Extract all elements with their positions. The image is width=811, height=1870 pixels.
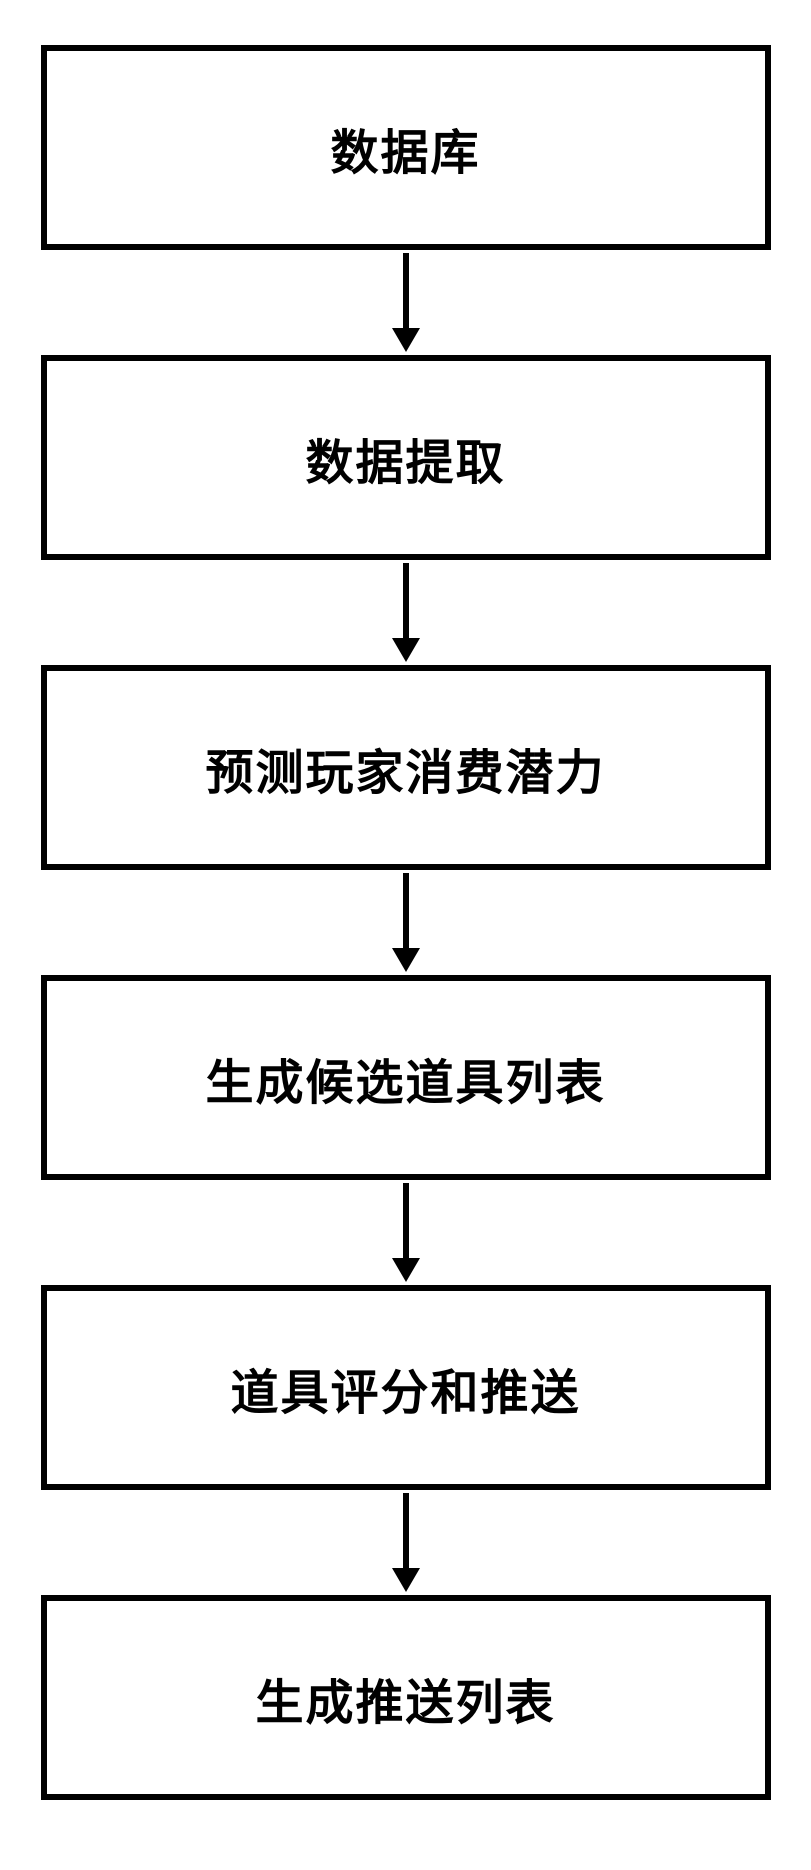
arrow-line bbox=[403, 1183, 409, 1258]
arrow-icon bbox=[392, 560, 420, 665]
arrow-icon bbox=[392, 1180, 420, 1285]
flowchart-container: 数据库 数据提取 预测玩家消费潜力 生成候选道具列表 道具评分和推送 生成推送列… bbox=[0, 0, 811, 1800]
flowchart-node: 生成候选道具列表 bbox=[41, 975, 771, 1180]
arrow-head bbox=[392, 948, 420, 972]
arrow-icon bbox=[392, 1490, 420, 1595]
node-label: 预测玩家消费潜力 bbox=[205, 733, 605, 803]
arrow-head bbox=[392, 1568, 420, 1592]
flowchart-node: 数据提取 bbox=[41, 355, 771, 560]
arrow-line bbox=[403, 563, 409, 638]
node-label: 生成候选道具列表 bbox=[205, 1043, 605, 1113]
flowchart-node: 道具评分和推送 bbox=[41, 1285, 771, 1490]
node-label: 数据库 bbox=[330, 113, 480, 183]
arrow-head bbox=[392, 1258, 420, 1282]
flowchart-node: 数据库 bbox=[41, 45, 771, 250]
arrow-line bbox=[403, 873, 409, 948]
arrow-line bbox=[403, 1493, 409, 1568]
arrow-icon bbox=[392, 870, 420, 975]
arrow-head bbox=[392, 328, 420, 352]
node-label: 道具评分和推送 bbox=[230, 1353, 580, 1423]
flowchart-node: 预测玩家消费潜力 bbox=[41, 665, 771, 870]
arrow-head bbox=[392, 638, 420, 662]
node-label: 数据提取 bbox=[305, 423, 505, 493]
arrow-icon bbox=[392, 250, 420, 355]
arrow-line bbox=[403, 253, 409, 328]
node-label: 生成推送列表 bbox=[255, 1663, 555, 1733]
flowchart-node: 生成推送列表 bbox=[41, 1595, 771, 1800]
